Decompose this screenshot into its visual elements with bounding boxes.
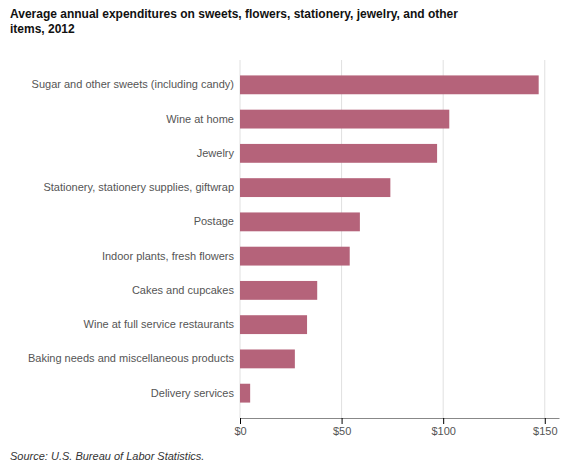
annotation: Source: U.S. Bureau of Labor Statistics. (10, 450, 204, 462)
y-tick-label: Wine at full service restaurants (84, 318, 235, 330)
x-tick-label: $150 (533, 425, 557, 437)
x-axis-line (241, 418, 560, 419)
chart-container: $0 $50 $100 $150 Delivery services Baking nee… (0, 0, 581, 468)
bar (240, 247, 350, 266)
x-tick-label: $50 (333, 425, 351, 437)
bar (240, 75, 539, 94)
y-tick: Wine at home (166, 113, 234, 125)
x-tick-mark (545, 418, 546, 424)
y-tick: Cakes and cupcakes (132, 284, 235, 296)
bar (240, 281, 317, 300)
y-tick-label: Delivery services (151, 387, 235, 399)
y-tick: Delivery services (151, 387, 235, 399)
plot-area: $0 $50 $100 $150 Delivery services Baking nee… (28, 60, 560, 437)
x-tick-mark (443, 418, 444, 424)
x-tick: $50 (333, 418, 351, 437)
x-axis: $0 $50 $100 $150 (234, 418, 559, 437)
y-tick: Jewelry (197, 147, 235, 159)
y-tick-label: Sugar and other sweets (including candy) (32, 78, 234, 90)
y-tick-label: Wine at home (166, 113, 234, 125)
chart-svg: $0 $50 $100 $150 Delivery services Baking nee… (0, 0, 581, 468)
y-tick: Indoor plants, fresh flowers (102, 250, 235, 262)
y-tick-label: Stationery, stationery supplies, giftwra… (43, 181, 234, 193)
bar (240, 144, 437, 163)
y-tick-label: Jewelry (197, 147, 235, 159)
bar (240, 315, 307, 334)
y-tick: Postage (194, 215, 234, 227)
title: Average annual expenditures on sweets, f… (10, 7, 458, 36)
y-tick: Wine at full service restaurants (84, 318, 235, 330)
y-tick-label: Postage (194, 215, 234, 227)
x-tick: $150 (533, 418, 557, 437)
grid (240, 60, 545, 418)
bar (240, 110, 449, 129)
bar (240, 384, 250, 403)
grid-line (544, 60, 545, 418)
title-line: Average annual expenditures on sweets, f… (10, 7, 458, 21)
bar (240, 349, 295, 368)
x-tick: $100 (431, 418, 455, 437)
title-line: items, 2012 (10, 22, 75, 36)
bar (240, 212, 360, 231)
x-tick-label: $100 (431, 425, 455, 437)
y-axis: Delivery services Baking needs and miscel… (28, 78, 235, 398)
y-tick-label: Indoor plants, fresh flowers (102, 250, 235, 262)
x-tick-mark (240, 418, 241, 424)
y-tick: Sugar and other sweets (including candy) (32, 78, 234, 90)
y-tick: Baking needs and miscellaneous products (28, 352, 235, 364)
y-tick-label: Cakes and cupcakes (132, 284, 235, 296)
x-tick-mark (342, 418, 343, 424)
x-tick-label: $0 (234, 425, 246, 437)
x-tick: $0 (234, 418, 246, 437)
y-tick: Stationery, stationery supplies, giftwra… (43, 181, 234, 193)
bars (240, 75, 539, 402)
bar (240, 178, 390, 197)
y-tick-label: Baking needs and miscellaneous products (28, 352, 235, 364)
